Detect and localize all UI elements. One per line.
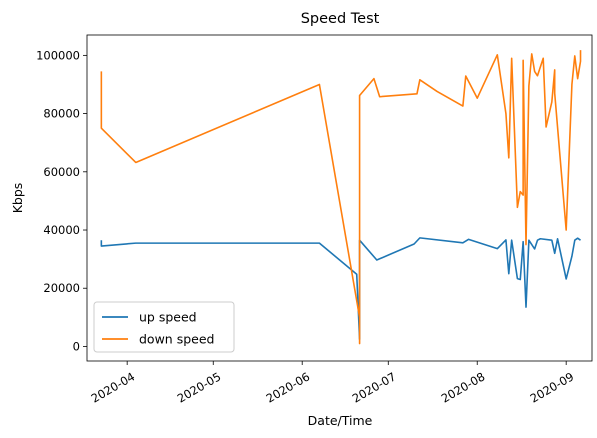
y-tick-label: 60000 [43, 165, 80, 179]
y-tick-label: 80000 [43, 107, 80, 121]
chart-title: Speed Test [301, 11, 380, 27]
y-axis: 0 20000 40000 60000 80000 100000 [36, 48, 87, 353]
y-tick-label: 20000 [43, 281, 80, 295]
legend: up speed down speed [93, 301, 235, 353]
plot-frame [86, 34, 593, 362]
y-tick-label: 100000 [36, 48, 80, 62]
legend-label: up speed [139, 310, 197, 325]
x-axis-title: Date/Time [308, 413, 373, 428]
y-tick-label: 0 [73, 339, 80, 353]
legend-label: down speed [139, 332, 214, 347]
y-axis-title: Kbps [10, 183, 25, 214]
y-tick-label: 40000 [43, 223, 80, 237]
series-lines [100, 50, 582, 345]
series-line-2 [100, 50, 582, 345]
legend-box [93, 301, 235, 353]
